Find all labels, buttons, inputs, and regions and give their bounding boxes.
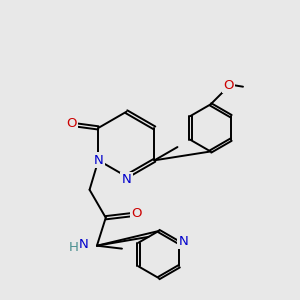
Text: N: N [79,238,88,251]
Text: O: O [131,207,141,220]
Text: O: O [66,117,76,130]
Text: N: N [179,235,188,248]
Text: N: N [94,154,103,167]
Text: H: H [69,241,79,254]
Text: N: N [122,173,131,186]
Text: O: O [223,79,233,92]
